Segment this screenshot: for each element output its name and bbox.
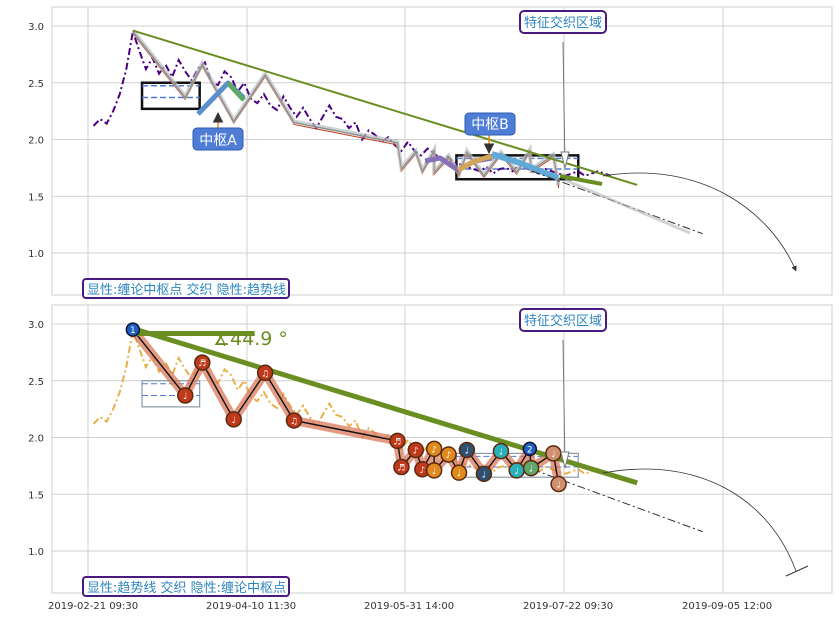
bi-line-black-bottom — [132, 329, 560, 485]
feature-arrow-bottom — [562, 339, 566, 467]
x-tick-label: 2019-09-05 12:00 — [682, 601, 772, 612]
zhongshu-a-label: 中枢A — [199, 133, 237, 149]
forecast-arrow-bottom — [602, 468, 797, 572]
y-tick-label: 2.0 — [28, 136, 44, 147]
trend-line-bottom — [132, 326, 638, 486]
bi-point-marker — [522, 459, 540, 477]
bi-point-label: ♬ — [397, 464, 405, 474]
bi-point-label: ♩ — [465, 446, 469, 456]
bi-point-marker — [425, 462, 443, 479]
y-tick-label: 1.0 — [28, 249, 44, 260]
zhongshu-b-segment-blue — [491, 151, 560, 181]
top-grid — [52, 7, 832, 295]
bottom-panel-frame — [51, 304, 833, 594]
y-tick-label: 1.0 — [28, 547, 44, 558]
forecast-arrow — [602, 172, 797, 272]
feature-arrow-head — [560, 151, 570, 169]
bi-point-label: ♩ — [183, 392, 187, 402]
bi-point-label: ♪ — [419, 466, 425, 476]
bi-point-marker — [522, 441, 538, 457]
angle-label: ∡44.9 ° — [213, 328, 288, 350]
zhongshu-b-label: 中枢B — [471, 117, 509, 133]
x-tick-label: 2019-04-10 11:30 — [206, 601, 296, 612]
bi-point-marker — [393, 458, 410, 476]
feature-arrow — [562, 41, 566, 167]
bi-point-label: ♩ — [499, 448, 503, 458]
bi-line-red — [132, 33, 560, 189]
bi-point-marker — [450, 464, 468, 481]
bi-point-marker — [177, 387, 194, 404]
bi-point-label: 2 — [527, 445, 533, 455]
projection-line — [532, 170, 703, 235]
feature-label-bottom: 特征交织区域 — [524, 313, 602, 329]
bi-point-marker — [407, 441, 425, 459]
y-tick-label: 3.0 — [28, 320, 44, 331]
zhongshu-a-segment-green — [226, 81, 246, 102]
zhongshu-a-badge — [192, 127, 244, 151]
bi-point-label: ♩ — [232, 416, 236, 426]
bi-point-marker — [225, 411, 242, 428]
bi-point-marker — [458, 441, 476, 459]
y-tick-label: 1.5 — [28, 192, 44, 203]
bi-point-marker — [475, 465, 493, 483]
bottom-panel: 1.0 1.5 2.0 2.5 3.0 2019-02-21 09:30 2019-04-… — [28, 304, 833, 612]
bi-point-label: ♬ — [393, 437, 401, 447]
x-axis: 2019-02-21 09:30 2019-04-10 11:30 2019-05-… — [48, 601, 772, 612]
bi-point-marker — [492, 442, 510, 460]
bottom-legend-box — [82, 576, 290, 597]
bi-point-label: ♩ — [515, 467, 519, 477]
zhongshu-box — [140, 81, 201, 111]
bi-point-marker — [550, 475, 567, 493]
bi-point-marker — [425, 440, 443, 458]
bi-point-marker — [440, 446, 457, 463]
bi-point-marker — [389, 432, 406, 450]
bi-point-label: ♫ — [290, 417, 298, 427]
bi-point-label: ♩ — [457, 469, 461, 479]
bi-point-marker — [256, 364, 274, 382]
feature-badge-bottom — [519, 308, 607, 332]
projection-line-gray — [564, 178, 691, 235]
trend-line-tail — [559, 174, 603, 186]
y-tick-label: 2.0 — [28, 434, 44, 445]
zhongshu-b-segment-tan — [456, 153, 493, 173]
top-legend-box — [82, 278, 290, 299]
feature-arrow-head-bottom — [560, 451, 570, 469]
bi-point-label: ♪ — [446, 451, 452, 461]
zhongshu-b-badge — [464, 112, 516, 136]
bi-point-marker — [125, 322, 141, 337]
bi-point-label: 1 — [130, 326, 136, 336]
top-legend-text: 显性:缠论中枢点 交织 隐性:趋势线 — [87, 282, 286, 298]
x-tick-label: 2019-07-22 09:30 — [523, 601, 613, 612]
y-tick-label: 1.5 — [28, 490, 44, 501]
top-panel: 1.0 1.5 2.0 2.5 3.0 中枢A 中枢B — [28, 6, 833, 299]
bi-point-label: ♩ — [556, 481, 560, 491]
bi-point-marker — [194, 354, 211, 371]
bi-point-label: ♩ — [529, 465, 533, 475]
bi-point-label: ♫ — [261, 369, 269, 379]
bi-point-label: ♪ — [413, 446, 419, 456]
x-tick-label: 2019-05-31 14:00 — [364, 601, 454, 612]
trend-line — [132, 29, 638, 186]
feature-label-top: 特征交织区域 — [524, 15, 602, 31]
bi-point-label: ♬ — [198, 359, 206, 369]
top-y-axis: 1.0 1.5 2.0 2.5 3.0 — [28, 22, 44, 260]
y-tick-label: 2.5 — [28, 79, 44, 90]
y-tick-label: 3.0 — [28, 22, 44, 33]
bi-point-label: ♪ — [431, 445, 437, 455]
bi-point-label: ♩ — [432, 467, 436, 477]
projection-line-bottom — [532, 468, 703, 533]
top-panel-frame — [51, 6, 833, 296]
feature-badge-top — [519, 10, 607, 34]
bi-point-label: ♩ — [551, 450, 555, 460]
forecast-bar — [785, 565, 809, 577]
y-tick-label: 2.5 — [28, 377, 44, 388]
bottom-y-axis: 1.0 1.5 2.0 2.5 3.0 — [28, 320, 44, 558]
bottom-legend-text: 显性:趋势线 交织 隐性:缠论中枢点 — [87, 580, 286, 596]
x-tick-label: 2019-02-21 09:30 — [48, 601, 138, 612]
bi-point-marker — [285, 412, 303, 429]
bi-points: 1♩♬♩♫♫♬♬♪♪♪♩♪♩♩♩♩♩2♩♩♩ — [125, 322, 567, 493]
bi-point-label: ♩ — [482, 470, 486, 480]
